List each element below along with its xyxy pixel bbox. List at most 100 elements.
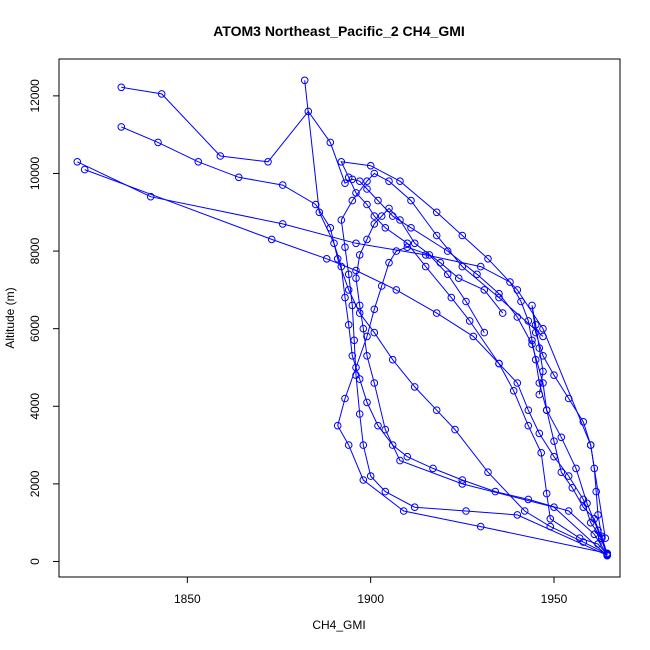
series-line-6 [121,126,608,555]
data-point [359,324,368,333]
data-point [370,328,379,337]
data-point [216,152,225,160]
data-point [117,123,126,131]
data-point [454,274,463,283]
data-point [531,321,540,329]
data-point [458,231,467,240]
data-point [546,515,555,523]
data-point [443,270,452,279]
data-point [326,224,335,232]
y-tick-label: 6000 [28,315,42,342]
data-point [590,464,599,473]
data-point [341,293,349,302]
data-point [517,297,525,306]
data-point [495,293,503,302]
data-point [432,231,441,240]
chart-title: ATOM3 Northeast_Pacific_2 CH4_GMI [213,23,465,39]
data-point [542,489,551,498]
data-point [564,472,573,480]
series-line-10 [531,305,608,555]
data-point [432,309,441,317]
data-point [333,421,342,430]
data-point [550,452,558,461]
y-tick-label: 0 [28,558,42,565]
data-point [535,379,544,387]
y-tick-label: 12000 [28,79,42,113]
y-axis: 0 2000 4000 6000 8000 10000 12000 [28,79,59,565]
data-point [341,394,349,403]
data-point [381,425,390,434]
data-point [546,522,555,531]
data-point [524,495,533,504]
data-point [385,204,393,213]
data-point [579,418,588,426]
data-point [330,239,338,248]
data-point [392,247,401,255]
data-point [432,208,441,217]
data-point [363,332,371,341]
data-point [531,328,540,337]
data-point [363,235,371,244]
data-point [462,507,470,515]
data-point [366,472,375,480]
data-point [352,274,360,283]
data-point [322,254,331,263]
series-line-1 [340,161,608,555]
data-point [410,503,419,512]
data-point [326,138,335,147]
data-point [403,243,412,251]
data-point [535,390,544,399]
data-point [374,421,382,430]
series-line-4 [304,80,608,556]
data-point [429,464,437,473]
data-point [458,262,467,271]
data-point [341,179,349,187]
data-point [363,177,371,185]
data-point [352,363,360,372]
data-point [355,309,364,317]
data-point [370,379,379,387]
data-point [355,177,364,185]
data-point [458,476,467,484]
data-point [370,220,379,228]
data-point [352,239,360,248]
data-point [535,429,544,438]
data-point [586,518,595,527]
data-point [348,175,357,184]
data-point [447,293,456,302]
data-point [194,158,203,166]
data-point [550,503,558,512]
data-point [337,158,346,166]
data-point [542,406,551,415]
data-point [363,352,371,360]
data-point [117,83,126,92]
data-point [157,90,166,98]
data-point [348,352,357,360]
data-point [267,235,276,244]
data-point [557,433,566,442]
data-point [550,437,558,446]
data-point [443,247,452,255]
data-point [73,158,82,166]
data-point [403,452,412,461]
data-point [586,441,595,449]
data-point [476,522,485,531]
data-point [264,158,272,166]
data-point [146,192,155,201]
data-point [484,468,492,477]
data-point [480,328,489,337]
series-line-5 [340,172,608,556]
data-point [495,359,503,368]
data-point [337,216,346,224]
x-axis-label: CH4_GMI [312,618,365,632]
data-point [355,251,364,259]
data-point [524,421,533,430]
data-point [432,406,441,415]
data-point [311,200,320,209]
data-point [465,317,474,325]
data-point [352,371,360,380]
plot-frame [58,58,621,578]
y-tick-label: 10000 [28,156,42,190]
data-point [355,410,364,418]
data-point [537,449,546,457]
